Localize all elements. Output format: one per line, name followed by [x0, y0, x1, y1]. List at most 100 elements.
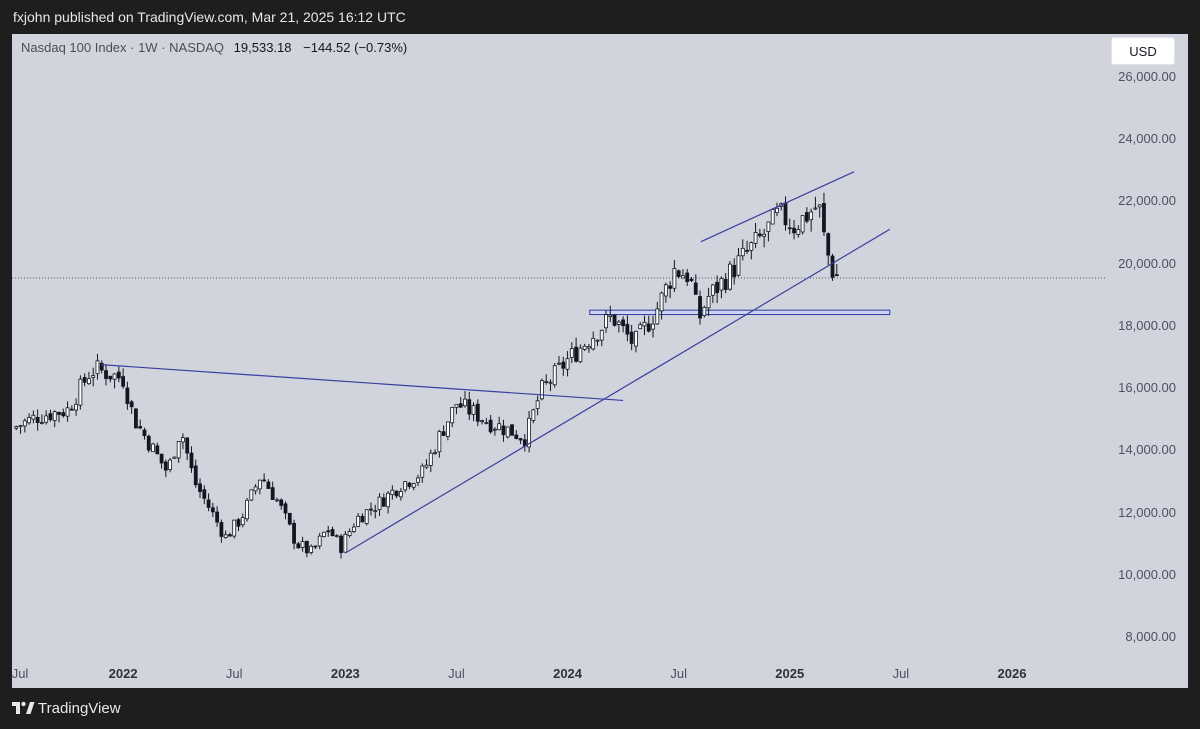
candle-body — [176, 440, 181, 459]
candle-body — [822, 203, 826, 233]
time-tick-label: 2026 — [997, 666, 1027, 681]
candle-body — [351, 526, 356, 532]
candle-body — [236, 519, 241, 527]
price-tick-label: 14,000.00 — [1118, 442, 1176, 458]
candle-body — [292, 522, 296, 544]
candle-body — [809, 211, 814, 221]
time-tick-label: 2025 — [775, 666, 805, 681]
candle-body — [322, 531, 326, 537]
candle-body — [672, 268, 677, 289]
candle-body — [151, 443, 155, 453]
candle-body — [599, 329, 604, 341]
candle-body — [181, 437, 185, 443]
candle-body — [287, 512, 292, 525]
candle-body — [638, 324, 643, 330]
candle-body — [646, 323, 651, 332]
candle-body — [245, 499, 249, 520]
candle-body — [693, 282, 698, 295]
candle-body — [125, 387, 130, 404]
candle-body — [565, 358, 570, 370]
candle-body — [283, 503, 288, 514]
time-tick-label: 2024 — [553, 666, 583, 681]
time-axis[interactable]: Jul 2022 Jul 2023 Jul 2024 Jul 2025 Jul 2026 — [12, 662, 1106, 688]
candle-body — [463, 398, 467, 407]
candle-body — [22, 420, 27, 427]
candle-body — [309, 545, 314, 553]
candle-body — [587, 346, 591, 349]
candle-body — [458, 403, 463, 408]
candle-body — [591, 337, 596, 350]
time-tick-label: Jul — [12, 666, 29, 681]
candle-body — [262, 479, 267, 482]
candle-body — [505, 426, 510, 438]
candle-body — [471, 405, 476, 415]
candle-body — [629, 331, 634, 344]
candle-body — [766, 221, 771, 232]
candle-body — [44, 415, 49, 423]
candle-body — [339, 535, 343, 553]
candle-body — [360, 515, 365, 523]
candle-body — [501, 425, 506, 436]
candle-body — [428, 452, 433, 466]
candle-body — [74, 403, 79, 411]
candle-body — [394, 490, 399, 497]
candle-body — [450, 407, 455, 424]
candle-body — [749, 242, 754, 251]
price-tick-label: 18,000.00 — [1118, 317, 1176, 333]
candle-body — [578, 347, 583, 363]
candle-body — [514, 434, 519, 439]
candle-body — [757, 233, 762, 237]
price-axis[interactable]: 8,000.00 10,000.00 12,000.00 14,000.00 16,00… — [1106, 64, 1188, 664]
candle-body — [193, 465, 198, 486]
chart-panel[interactable]: Nasdaq 100 Index · 1W · NASDAQ 19,533.18… — [12, 34, 1188, 688]
candle-body — [424, 464, 429, 468]
candle-body — [540, 380, 544, 400]
candle-body — [95, 360, 100, 375]
candle-body — [257, 479, 262, 490]
time-tick-label: 2023 — [330, 666, 360, 681]
candle-body — [219, 522, 224, 537]
candle-body — [57, 411, 61, 415]
candle-body — [69, 408, 74, 411]
candle-body — [116, 371, 121, 379]
candle-body — [813, 207, 818, 210]
candle-body — [740, 247, 745, 257]
candle-body — [40, 422, 44, 424]
candle-body — [710, 284, 715, 296]
candle-body — [454, 404, 459, 408]
candle-body — [91, 375, 96, 378]
candle-body — [787, 227, 792, 230]
candle-body — [403, 481, 408, 491]
currency-button[interactable]: USD — [1111, 37, 1175, 65]
candle-body — [356, 515, 361, 527]
candle-body — [27, 417, 31, 424]
candle-body — [826, 233, 831, 256]
price-tick-label: 24,000.00 — [1118, 131, 1176, 146]
candle-body — [317, 535, 322, 547]
symbol-name: Nasdaq 100 Index · 1W · NASDAQ — [21, 40, 225, 55]
candle-body — [642, 321, 647, 327]
candle-body — [249, 489, 254, 501]
candle-body — [834, 274, 839, 277]
candle-body — [651, 323, 655, 330]
candle-body — [497, 423, 502, 431]
candle-body — [668, 285, 673, 289]
candle-body — [561, 361, 566, 369]
candle-body — [698, 296, 702, 319]
chart-plot[interactable] — [12, 34, 1188, 688]
candle-body — [347, 531, 352, 536]
price-tick-label: 12,000.00 — [1118, 504, 1176, 520]
candle-body — [240, 517, 245, 526]
candle-body — [676, 270, 681, 277]
candle-body — [544, 381, 549, 383]
candle-body — [266, 481, 271, 489]
candle-body — [595, 339, 600, 342]
candles-group — [14, 192, 839, 559]
candle-body — [736, 255, 741, 276]
candle-body — [129, 401, 134, 408]
top-bar: fxjohn published on TradingView.com, Mar… — [0, 0, 1200, 34]
candle-body — [475, 403, 480, 422]
candle-body — [326, 530, 331, 533]
candle-body — [330, 529, 335, 537]
candle-body — [531, 409, 536, 421]
